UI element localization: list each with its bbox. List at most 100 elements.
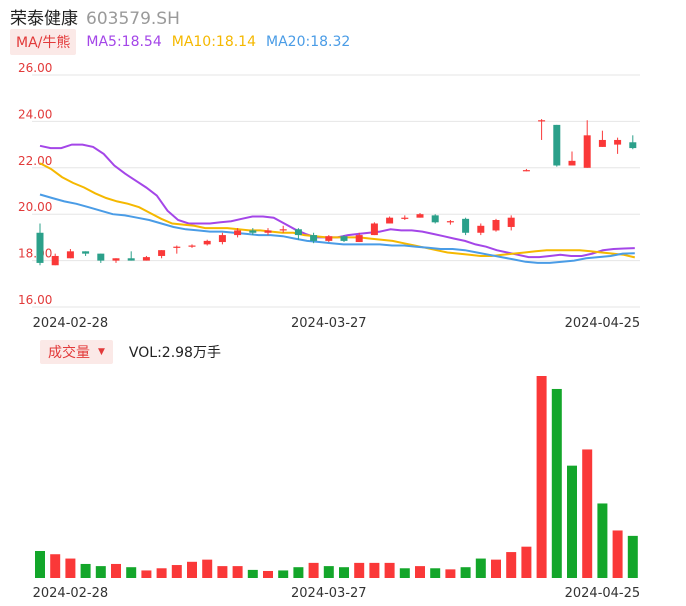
volume-bar — [308, 562, 319, 578]
candle-body — [112, 258, 120, 261]
volume-bar — [582, 449, 593, 578]
ma10-line — [39, 162, 636, 259]
volume-bar — [293, 567, 304, 578]
stock-header: 荣泰健康 603579.SH — [10, 4, 180, 29]
volume-bar — [126, 567, 137, 578]
volume-x-tick-label: 2024-04-25 — [565, 586, 641, 601]
volume-indicator-row: 成交量 ▼ VOL:2.98万手 — [40, 340, 221, 364]
candle-body — [325, 236, 333, 241]
candle-body — [507, 217, 515, 227]
volume-bar — [187, 561, 197, 578]
ma5-label: MA5:18.54 — [86, 34, 162, 50]
volume-bar — [384, 562, 395, 578]
price-y-tick-label: 20.00 — [18, 200, 52, 214]
candle-body — [279, 229, 287, 231]
price-y-axis: 26.00 24.00 22.00 20.00 18.00 16.00 — [18, 61, 52, 307]
ma-indicator-tab[interactable]: MA/牛熊 — [10, 29, 77, 55]
candle-body — [249, 230, 257, 233]
candle-body — [127, 258, 135, 261]
volume-x-axis: 2024-02-28 2024-03-27 2024-04-25 — [33, 586, 641, 601]
price-y-tick-label: 26.00 — [18, 61, 52, 75]
candle-body — [310, 235, 318, 241]
volume-bar — [475, 558, 486, 578]
stock-code: 603579.SH — [86, 9, 180, 29]
price-grid — [32, 74, 640, 308]
volume-bar — [141, 570, 152, 578]
candle-body — [188, 245, 196, 247]
candle-body — [386, 217, 394, 224]
volume-bars — [35, 376, 638, 578]
candlestick-series — [36, 119, 637, 266]
candle-body — [234, 230, 242, 236]
volume-bar — [232, 566, 243, 578]
price-x-axis: 2024-02-28 2024-03-27 2024-04-25 — [33, 316, 641, 331]
volume-bar — [399, 568, 410, 578]
volume-bar — [202, 559, 213, 578]
volume-tab-label: 成交量 — [48, 345, 90, 361]
volume-bar — [521, 546, 532, 578]
candle-body — [462, 218, 470, 233]
candle-body — [568, 160, 576, 166]
candle-body — [340, 236, 348, 241]
volume-bar — [35, 550, 45, 578]
candle-body — [51, 255, 59, 266]
volume-value: VOL:2.98万手 — [128, 345, 221, 361]
volume-bar — [506, 552, 517, 578]
volume-bar — [445, 569, 456, 578]
price-y-tick-label: 24.00 — [18, 107, 52, 121]
triangle-down-icon[interactable]: ▼ — [98, 347, 105, 357]
volume-bar — [551, 388, 562, 578]
volume-bar — [247, 569, 258, 578]
candle-body — [294, 229, 302, 236]
volume-bar — [80, 563, 91, 578]
price-y-tick-label: 18.00 — [18, 247, 52, 261]
volume-bar — [65, 558, 76, 578]
candle-body — [522, 170, 530, 172]
volume-bar — [111, 563, 121, 578]
candle-body — [431, 215, 439, 223]
volume-bar — [50, 554, 61, 578]
candle-body — [416, 214, 424, 218]
candle-body — [203, 240, 211, 245]
candle-body — [218, 235, 226, 243]
volume-bar — [95, 566, 106, 578]
candle-body — [538, 120, 546, 122]
volume-bar — [339, 567, 349, 578]
candle-body — [97, 253, 105, 261]
candle-body — [401, 217, 409, 219]
candle-body — [598, 139, 606, 147]
candle-body — [66, 251, 74, 259]
price-x-tick-label: 2024-04-25 — [565, 316, 641, 331]
price-x-tick-label: 2024-02-28 — [33, 316, 109, 331]
price-y-tick-label: 22.00 — [18, 154, 52, 168]
volume-bar — [612, 530, 623, 578]
volume-bar — [415, 566, 425, 578]
candle-body — [477, 225, 485, 233]
candle-body — [158, 250, 166, 256]
ma5-line — [39, 143, 635, 259]
candle-body — [446, 221, 454, 223]
ma20-label: MA20:18.32 — [266, 34, 351, 50]
volume-x-tick-label: 2024-03-27 — [291, 586, 367, 601]
volume-bar — [369, 562, 380, 578]
volume-indicator-tab[interactable]: 成交量 ▼ — [40, 340, 113, 364]
volume-bar — [217, 566, 228, 578]
price-x-tick-label: 2024-03-27 — [291, 316, 367, 331]
volume-bar — [171, 565, 182, 578]
ma20-line — [39, 193, 635, 264]
ma10-label: MA10:18.14 — [171, 34, 257, 50]
candle-body — [36, 232, 44, 263]
volume-bar — [536, 376, 547, 578]
candle-body — [553, 124, 561, 166]
volume-x-tick-label: 2024-02-28 — [33, 586, 109, 601]
volume-bar — [156, 568, 167, 578]
volume-bar — [597, 503, 608, 578]
candle-body — [264, 230, 272, 233]
candle-body — [355, 235, 363, 243]
stock-name: 荣泰健康 — [10, 9, 78, 29]
candle-body — [492, 220, 500, 231]
candle-body — [629, 142, 637, 149]
volume-bar — [567, 465, 577, 578]
candle-body — [583, 135, 591, 168]
candle-body — [82, 251, 90, 254]
